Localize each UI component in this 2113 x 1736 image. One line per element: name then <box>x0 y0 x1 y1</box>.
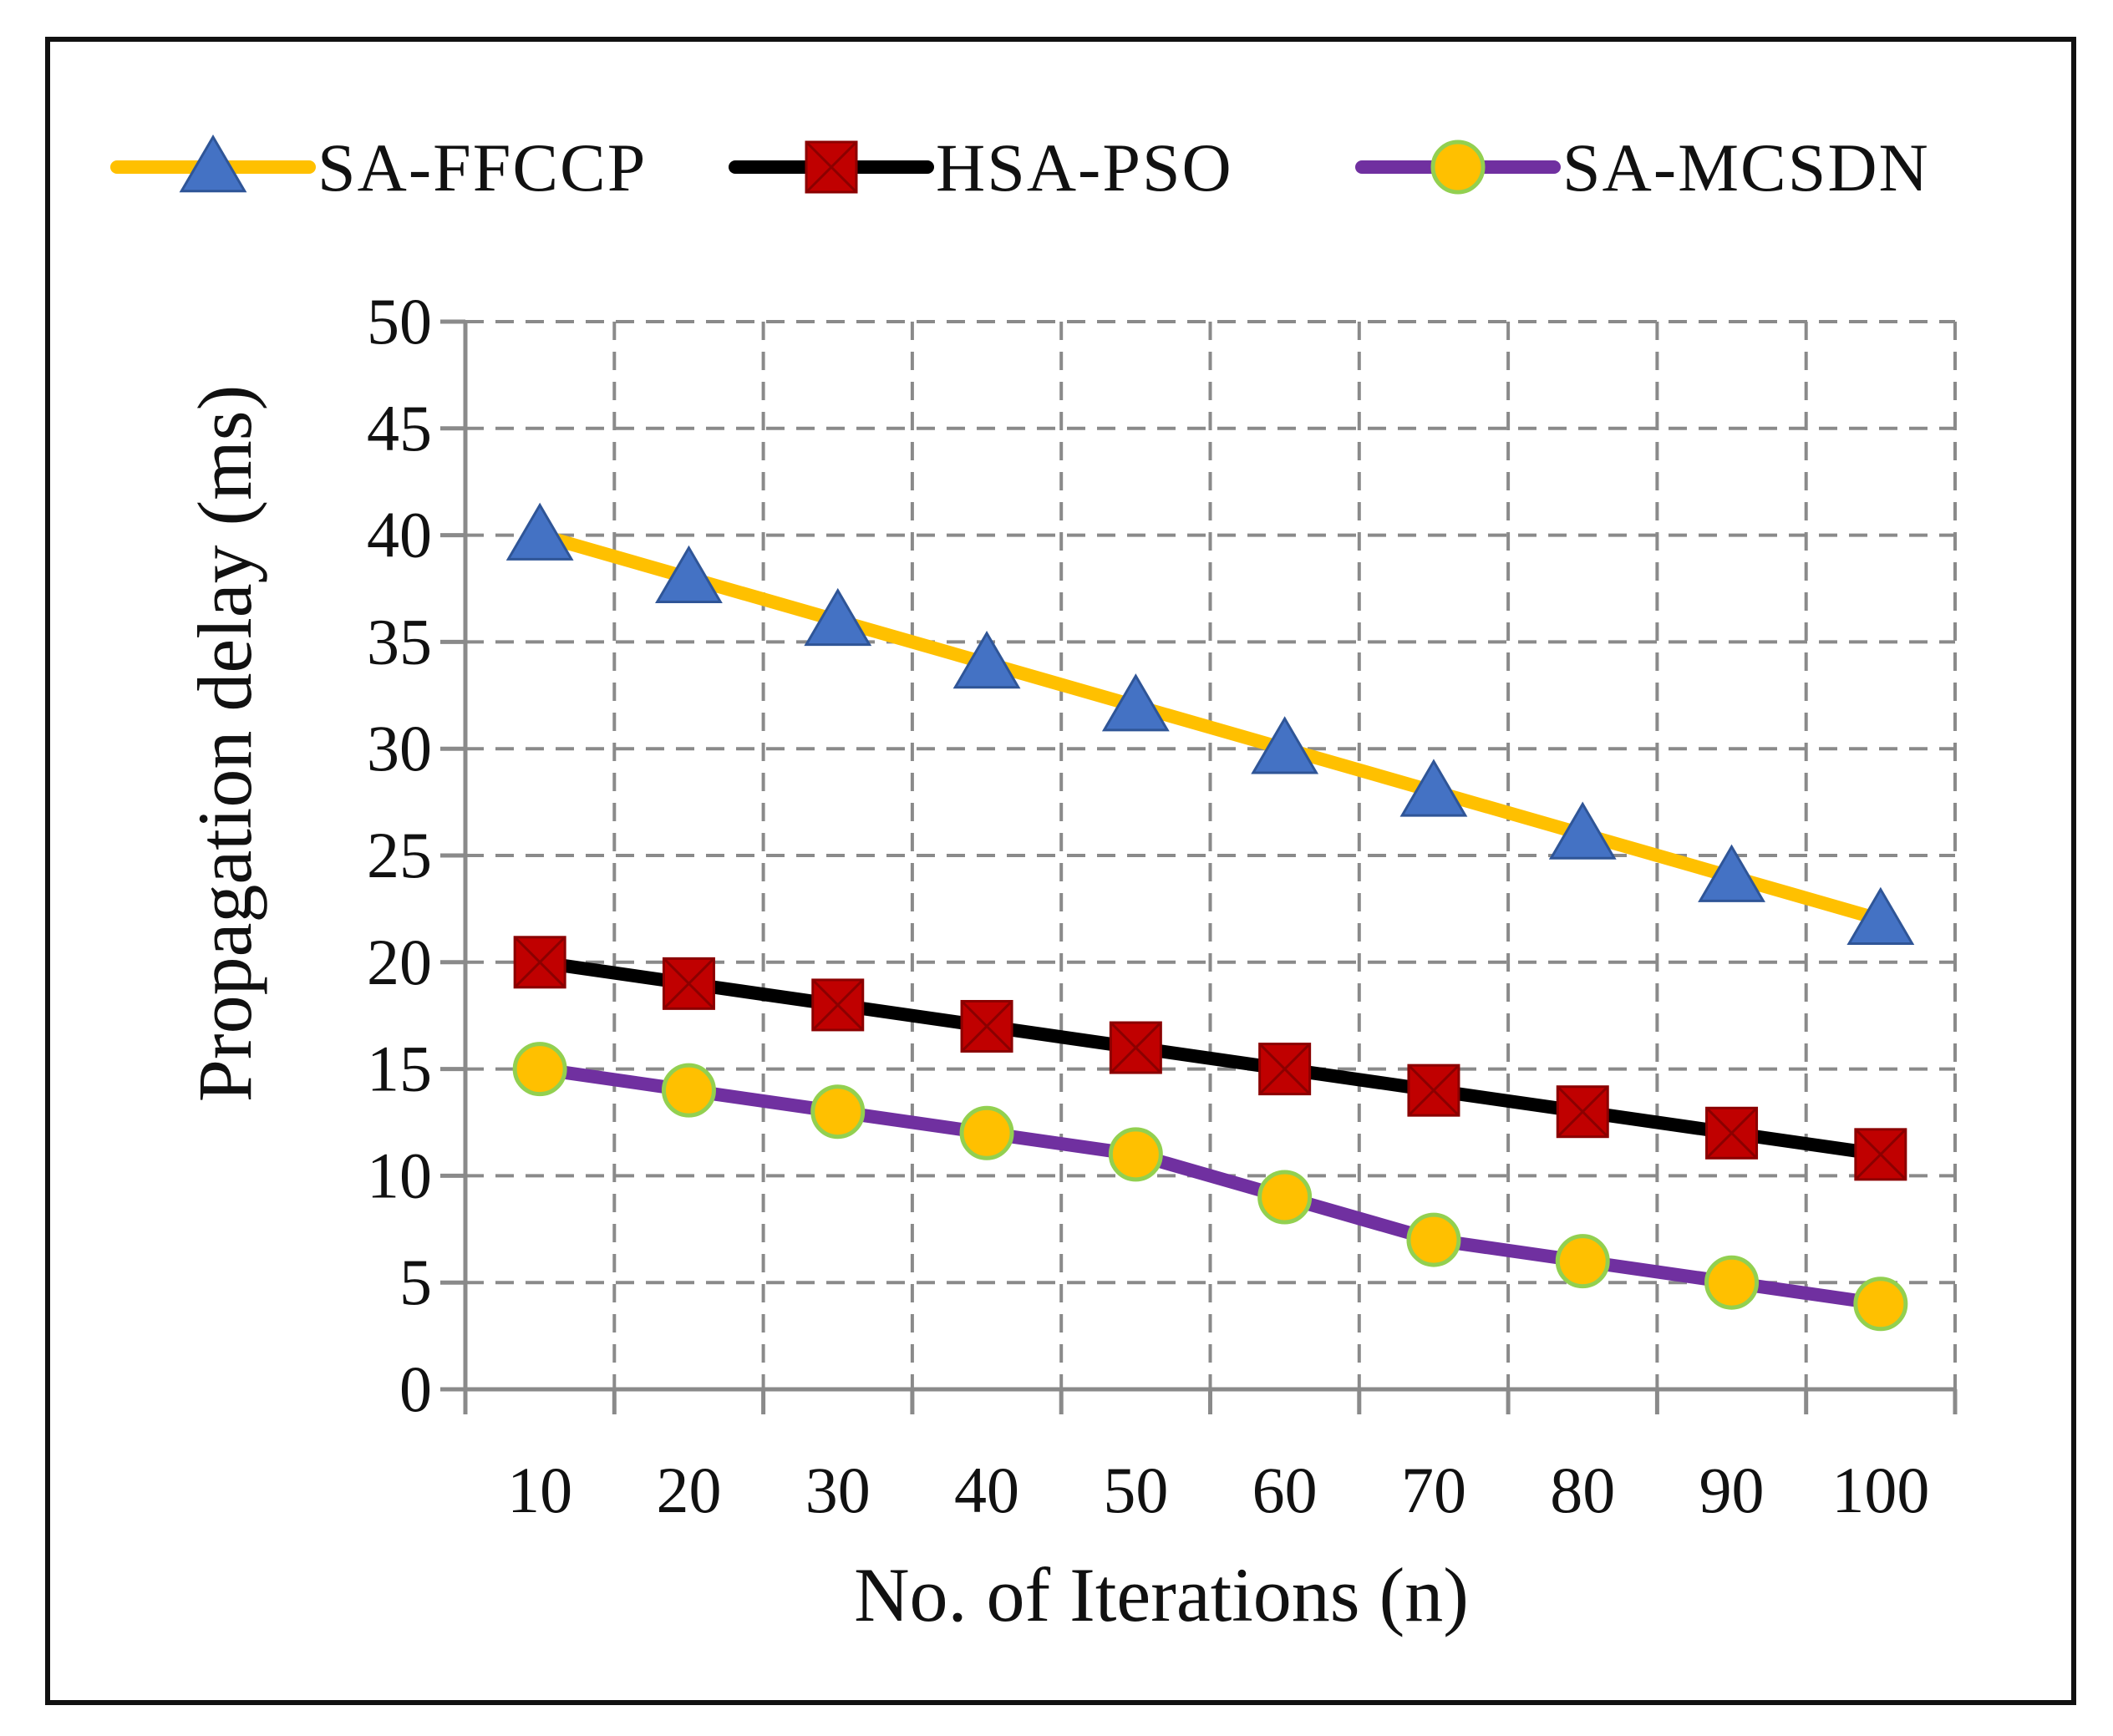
legend-item: SA-MCSDN <box>1355 129 1930 206</box>
y-tick-label: 0 <box>399 1353 432 1425</box>
data-point <box>1705 1106 1759 1160</box>
x-tick-label: 70 <box>1401 1454 1466 1526</box>
series-sa-ffccp <box>505 502 1915 945</box>
data-point <box>661 1063 716 1118</box>
legend-label: HSA-PSO <box>936 129 1233 206</box>
y-tick-label: 5 <box>399 1246 432 1318</box>
data-point <box>1846 886 1915 945</box>
y-tick-label: 25 <box>367 819 432 891</box>
series-sa-mcsdn <box>512 1042 1908 1332</box>
x-tick-label: 80 <box>1550 1454 1615 1526</box>
x-tick-label: 30 <box>805 1454 871 1526</box>
legend-label: SA-MCSDN <box>1562 129 1930 206</box>
data-point <box>1548 801 1617 860</box>
x-tick-label: 100 <box>1831 1454 1929 1526</box>
data-point <box>1704 1255 1760 1310</box>
data-point <box>1251 716 1319 774</box>
y-tick-label: 45 <box>367 392 432 464</box>
data-point <box>811 978 865 1032</box>
data-point <box>512 1042 567 1097</box>
series-line <box>533 955 1887 1161</box>
data-point <box>804 587 872 647</box>
data-point <box>952 630 1021 689</box>
series-hsa-pso <box>513 936 1907 1181</box>
y-tick-label: 50 <box>367 285 432 358</box>
x-tick-label: 40 <box>954 1454 1019 1526</box>
grid <box>465 320 1957 1389</box>
legend-swatch-marker <box>805 140 858 194</box>
x-tick-label: 10 <box>507 1454 572 1526</box>
x-tick-label: 60 <box>1252 1454 1318 1526</box>
data-point <box>1399 759 1468 817</box>
y-tick-label: 20 <box>367 926 432 998</box>
data-point <box>1407 1063 1460 1117</box>
x-tick-label: 90 <box>1699 1454 1765 1526</box>
y-tick-label: 30 <box>367 712 432 784</box>
data-point <box>662 957 715 1010</box>
series <box>505 502 1915 1332</box>
x-tick-label: 50 <box>1103 1454 1168 1526</box>
data-point <box>1555 1234 1610 1289</box>
data-point <box>1698 844 1765 902</box>
y-tick-label: 40 <box>367 499 432 571</box>
data-point <box>1258 1043 1312 1096</box>
x-axis-title: No. of Iterations (n) <box>854 1552 1469 1637</box>
data-point <box>810 1084 866 1140</box>
data-point <box>505 502 574 561</box>
data-point <box>1257 1170 1313 1225</box>
data-point <box>1556 1085 1609 1139</box>
data-point <box>1101 673 1170 732</box>
data-point <box>960 999 1013 1053</box>
data-point <box>1406 1212 1461 1267</box>
data-point <box>1109 1021 1162 1074</box>
data-point <box>655 545 723 604</box>
data-point <box>959 1105 1014 1160</box>
legend-item: HSA-PSO <box>729 129 1233 206</box>
legend-swatch-marker <box>179 135 247 193</box>
legend-label: SA-FFCCP <box>317 129 647 206</box>
y-axis-title: Propagation delay (ms) <box>182 385 267 1102</box>
data-point <box>513 936 566 989</box>
data-point <box>1108 1127 1163 1182</box>
axes: 0 5 10 15 20 25 30 35 40 45 50 10 20 30 40 50 60 70 80 90 10… <box>367 285 1958 1526</box>
series-line <box>533 1062 1887 1311</box>
legend-item: SA-FFCCP <box>110 129 647 206</box>
legend-swatch-marker <box>1430 140 1486 195</box>
series-line <box>533 528 1887 926</box>
x-tick-label: 20 <box>656 1454 721 1526</box>
legend: SA-FFCCP HSA-PSO SA-MCSDN <box>110 129 1930 206</box>
data-point <box>1853 1277 1908 1332</box>
y-tick-label: 15 <box>367 1033 432 1105</box>
y-tick-label: 35 <box>367 605 432 678</box>
y-tick-label: 10 <box>367 1139 432 1211</box>
data-point <box>1854 1128 1907 1181</box>
